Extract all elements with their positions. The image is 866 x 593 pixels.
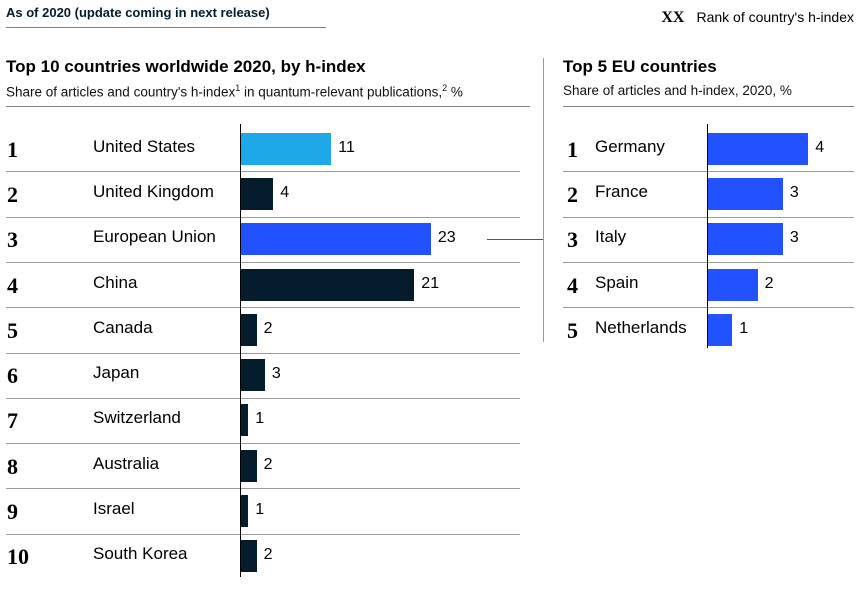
- bar: [707, 177, 783, 210]
- row-separator: [6, 261, 520, 263]
- bar-value-label: 1: [739, 319, 749, 337]
- rank-number: 10: [7, 544, 29, 570]
- country-label: Japan: [93, 363, 140, 383]
- bar-value-label: 1: [255, 501, 265, 519]
- bar-value-label: 3: [789, 229, 799, 247]
- row-separator: [6, 216, 520, 218]
- bar: [240, 132, 332, 165]
- bar-value-label: 2: [764, 274, 774, 292]
- eu-connector-line: [487, 239, 543, 240]
- bar-value-label: 2: [263, 546, 273, 564]
- rank-number: 9: [7, 499, 18, 525]
- row-separator: [563, 307, 854, 309]
- bar-value-label: 21: [421, 274, 440, 292]
- left-chart-subtitle: Share of articles and country's h-index1…: [6, 83, 463, 100]
- country-label: Israel: [93, 499, 135, 519]
- rank-number: 6: [7, 363, 18, 389]
- bar-value-label: 23: [437, 229, 456, 247]
- country-label: United States: [93, 136, 196, 156]
- country-label: European Union: [93, 227, 216, 247]
- row-separator: [563, 261, 854, 263]
- country-label: Germany: [595, 136, 665, 156]
- right-chart-rule: [563, 106, 854, 107]
- bar: [707, 268, 758, 301]
- rank-number: 4: [7, 272, 18, 298]
- bar-value-label: 1: [255, 410, 265, 428]
- rank-number: 3: [7, 227, 18, 253]
- right-chart-title: Top 5 EU countries: [563, 57, 717, 76]
- row-separator: [6, 307, 520, 309]
- bar: [707, 132, 809, 165]
- bar: [240, 313, 257, 346]
- rank-number: 5: [567, 317, 578, 343]
- country-label: China: [93, 272, 138, 292]
- rank-number: 5: [7, 317, 18, 343]
- footnote-marker-2: 2: [442, 83, 448, 93]
- legend-text: Rank of country's h-index: [696, 9, 854, 25]
- bar: [240, 495, 249, 528]
- bar-value-label: 3: [789, 183, 799, 201]
- country-label: France: [595, 181, 648, 201]
- rank-number: 8: [7, 453, 18, 479]
- bar: [240, 177, 274, 210]
- bar: [240, 223, 431, 256]
- country-label: Canada: [93, 317, 153, 337]
- panel-divider: [543, 58, 544, 342]
- row-separator: [6, 443, 520, 445]
- right-chart-subtitle: Share of articles and h-index, 2020, %: [563, 83, 792, 98]
- row-separator: [6, 171, 520, 173]
- rank-number: 3: [567, 227, 578, 253]
- country-label: Netherlands: [595, 317, 687, 337]
- bar-value-label: 4: [815, 138, 825, 156]
- rank-number: 7: [7, 408, 18, 434]
- rank-number: 1: [7, 136, 18, 162]
- header-note-underline: [6, 27, 326, 28]
- footnote-marker-1: 1: [235, 83, 241, 93]
- rank-number: 2: [567, 181, 578, 207]
- bar: [240, 404, 249, 437]
- row-separator: [563, 171, 854, 173]
- chart-axis: [240, 124, 241, 577]
- country-label: South Korea: [93, 544, 188, 564]
- bar-value-label: 3: [271, 365, 281, 383]
- row-separator: [6, 488, 520, 490]
- country-label: United Kingdom: [93, 181, 214, 201]
- bar: [707, 313, 733, 346]
- chart-axis: [707, 124, 708, 348]
- header-note: As of 2020 (update coming in next releas…: [6, 5, 270, 20]
- bar: [240, 359, 265, 392]
- bar: [240, 540, 257, 573]
- rank-number: 2: [7, 181, 18, 207]
- left-chart-rule: [6, 106, 530, 107]
- row-separator: [6, 397, 520, 399]
- left-subtitle-mid: in quantum-relevant publications,: [240, 84, 443, 100]
- rank-number: 1: [567, 136, 578, 162]
- bar-value-label: 2: [263, 319, 273, 337]
- bar: [240, 268, 415, 301]
- row-separator: [6, 533, 520, 535]
- legend: XX Rank of country's h-index: [661, 9, 854, 27]
- country-label: Switzerland: [93, 408, 181, 428]
- country-label: Australia: [93, 453, 160, 473]
- left-subtitle-end: %: [447, 84, 463, 100]
- country-label: Spain: [595, 272, 639, 292]
- legend-key: XX: [661, 9, 685, 26]
- country-label: Italy: [595, 227, 627, 247]
- left-subtitle-text: Share of articles and country's h-index: [6, 84, 236, 100]
- bar-value-label: 4: [280, 183, 290, 201]
- row-separator: [563, 216, 854, 218]
- bar: [240, 449, 257, 482]
- rank-number: 4: [567, 272, 578, 298]
- bar-value-label: 11: [338, 138, 355, 156]
- bar-value-label: 2: [263, 455, 273, 473]
- row-separator: [6, 352, 520, 354]
- bar: [707, 223, 783, 256]
- left-chart-title: Top 10 countries worldwide 2020, by h-in…: [6, 57, 366, 76]
